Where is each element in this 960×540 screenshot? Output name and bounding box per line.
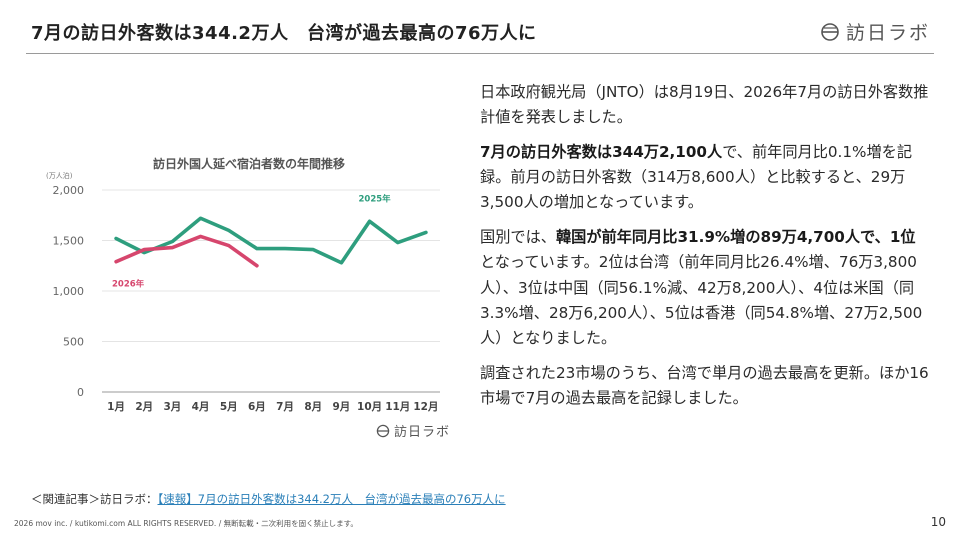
paragraph-2-text: で、前年同月比0.1%増を記録。前月の訪日外客数（314万8,600人）と比較す…	[480, 143, 913, 212]
paragraph-4: 調査された23市場のうち、台湾で単月の過去最高を更新。ほか16市場で7月の過去最…	[480, 363, 929, 407]
x-tick-label: 4月	[192, 401, 210, 413]
data-point	[312, 248, 315, 251]
x-tick-label: 2月	[135, 401, 153, 413]
x-tick-label: 11月	[385, 401, 410, 413]
x-tick-label: 10月	[357, 401, 382, 413]
logo-text: 訪日ラボ	[845, 22, 930, 44]
data-point	[227, 244, 230, 247]
page-number: 10	[930, 515, 946, 529]
x-tick-label: 1月	[107, 401, 125, 413]
x-tick-label: 3月	[164, 401, 182, 413]
related-article-link[interactable]: 【速報】7月の訪日外客数は344.2万人 台湾が過去最高の76万人に	[157, 492, 506, 506]
series-label: 2025年	[358, 193, 391, 204]
related-prefix: ＜関連記事＞訪日ラボ：	[31, 492, 158, 506]
data-point	[256, 247, 258, 250]
series-line	[114, 216, 428, 265]
data-point	[115, 260, 117, 263]
paragraph-3-lead: 国別では、	[480, 228, 556, 247]
logo-icon	[821, 22, 839, 41]
x-tick-label: 9月	[333, 401, 351, 413]
data-point	[115, 237, 117, 240]
footer-copyright: 2026 mov inc. / kutikomi.com ALL RIGHTS …	[14, 519, 358, 528]
paragraph-3-highlight: 韓国が前年同月比31.9%増の89万4,700人で、1位	[555, 228, 916, 247]
data-point	[143, 248, 146, 251]
data-point	[368, 220, 371, 223]
data-point	[256, 264, 258, 267]
x-tick-label: 7月	[276, 401, 294, 413]
watermark-text: 訪日ラボ	[393, 425, 450, 440]
chart-unit-label: (万人泊)	[46, 171, 73, 180]
data-point	[171, 246, 174, 249]
y-tick-label: 0	[77, 386, 84, 399]
data-point	[425, 231, 427, 234]
series-line	[114, 234, 259, 268]
related-article: ＜関連記事＞訪日ラボ：【速報】7月の訪日外客数は344.2万人 台湾が過去最高の…	[31, 491, 506, 507]
x-tick-label: 8月	[304, 401, 322, 413]
data-point	[171, 240, 174, 243]
slide-header: 7月の訪日外客数は344.2万人 台湾が過去最高の76万人に 訪日ラボ	[0, 0, 960, 56]
chart-watermark: 訪日ラボ	[376, 421, 450, 440]
page-title: 7月の訪日外客数は344.2万人 台湾が過去最高の76万人に	[31, 23, 537, 44]
x-tick-label: 5月	[220, 401, 238, 413]
header-divider	[26, 53, 934, 54]
x-tick-label: 6月	[248, 401, 266, 413]
series-label: 2026年	[112, 279, 145, 290]
data-point	[396, 241, 399, 244]
watermark-logo-icon	[376, 424, 390, 437]
data-point	[143, 251, 146, 254]
chart-title: 訪日外国人延べ宿泊者数の年間推移	[153, 156, 345, 171]
paragraph-3-text: となっています。2位は台湾（前年同月比26.4%増、76万3,800人）、3位は…	[480, 253, 923, 347]
y-tick-label: 500	[63, 336, 84, 349]
paragraph-2-highlight: 7月の訪日外客数は344万2,100人	[480, 143, 723, 162]
y-tick-label: 1,500	[53, 235, 85, 248]
paragraph-3: 国別では、韓国が前年同月比31.9%増の89万4,700人で、1位となっています…	[480, 225, 930, 350]
y-tick-label: 2,000	[53, 184, 85, 197]
data-point	[199, 235, 202, 238]
data-point	[340, 261, 343, 264]
data-point	[199, 217, 202, 220]
paragraph-1: 日本政府観光局（JNTO）は8月19日、2026年7月の訪日外客数推計値を発表し…	[480, 83, 929, 127]
data-point	[284, 247, 286, 250]
x-tick-label: 12月	[413, 401, 438, 413]
chart-container: 訪日外国人延べ宿泊者数の年間推移 (万人泊) 2,000 1,500 1,000 50…	[40, 150, 450, 440]
brand-logo: 訪日ラボ	[820, 18, 930, 45]
line-chart: 訪日外国人延べ宿泊者数の年間推移 (万人泊) 2,000 1,500 1,000 50…	[46, 156, 440, 413]
y-tick-label: 1,000	[53, 285, 85, 298]
paragraph-2: 7月の訪日外客数は344万2,100人で、前年同月比0.1%増を記録。前月の訪日…	[480, 140, 930, 215]
article-body: 日本政府観光局（JNTO）は8月19日、2026年7月の訪日外客数推計値を発表し…	[480, 80, 930, 421]
data-point	[227, 229, 230, 232]
